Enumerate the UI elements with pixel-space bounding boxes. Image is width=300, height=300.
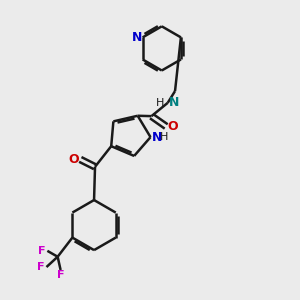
Text: O: O — [68, 153, 79, 166]
Text: N: N — [132, 31, 142, 44]
Text: F: F — [38, 246, 46, 256]
Text: H: H — [160, 132, 169, 142]
Text: N: N — [152, 130, 162, 144]
Text: N: N — [169, 96, 179, 110]
Text: F: F — [38, 262, 45, 272]
Text: F: F — [57, 270, 64, 280]
Text: O: O — [167, 120, 178, 133]
Text: H: H — [156, 98, 164, 108]
